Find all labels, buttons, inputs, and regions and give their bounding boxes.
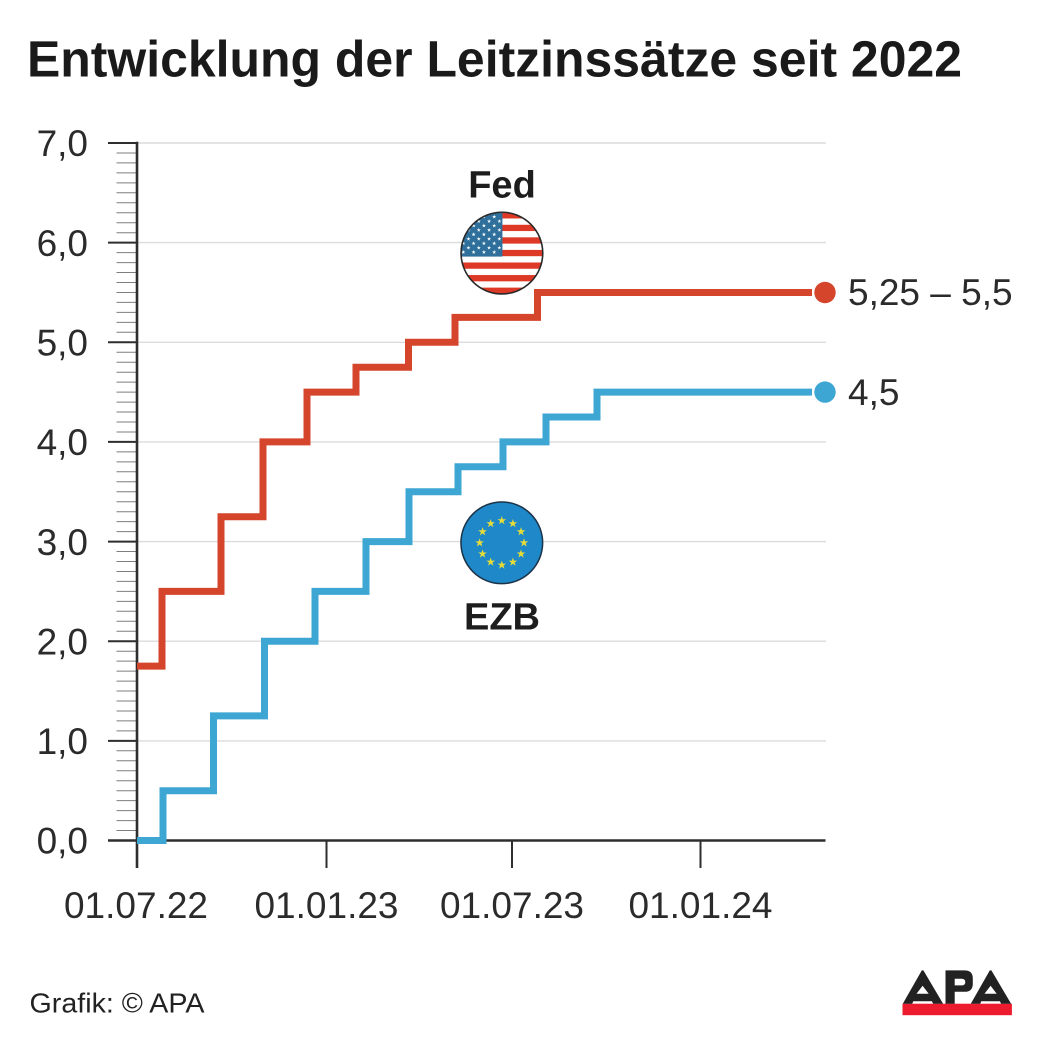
svg-text:4,0: 4,0 (37, 422, 88, 463)
svg-text:5,25 – 5,5: 5,25 – 5,5 (848, 272, 1013, 313)
svg-text:Fed: Fed (468, 165, 536, 207)
svg-text:01.07.23: 01.07.23 (440, 885, 584, 926)
svg-text:5,0: 5,0 (37, 323, 88, 364)
svg-text:Grafik: © APA: Grafik: © APA (30, 988, 205, 1019)
svg-text:EZB: EZB (464, 597, 540, 639)
svg-text:0,0: 0,0 (37, 821, 88, 862)
svg-text:01.07.22: 01.07.22 (64, 885, 208, 926)
svg-text:01.01.24: 01.01.24 (628, 885, 772, 926)
svg-text:2,0: 2,0 (37, 621, 88, 662)
svg-text:01.01.23: 01.01.23 (254, 885, 398, 926)
svg-text:6,0: 6,0 (37, 223, 88, 264)
svg-text:1,0: 1,0 (37, 721, 88, 762)
svg-text:4,5: 4,5 (848, 372, 899, 413)
svg-text:3,0: 3,0 (37, 522, 88, 563)
svg-text:7,0: 7,0 (37, 123, 88, 164)
svg-text:Entwicklung der Leitzinssätze: Entwicklung der Leitzinssätze seit 2022 (27, 31, 962, 88)
